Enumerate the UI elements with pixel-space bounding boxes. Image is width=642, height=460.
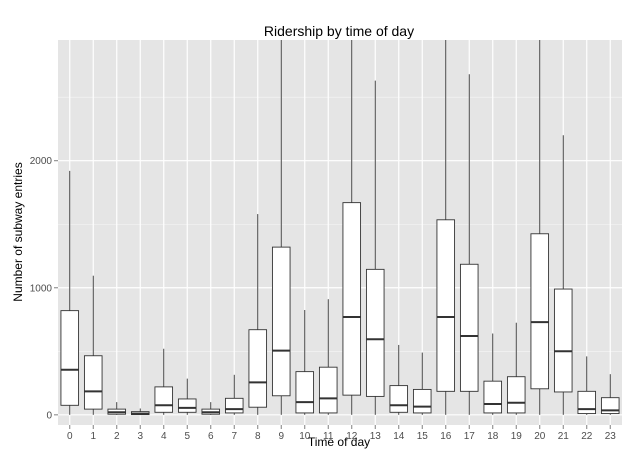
box-11 xyxy=(318,299,338,415)
box-19 xyxy=(506,322,526,415)
box-20 xyxy=(530,40,550,415)
box-23 xyxy=(600,374,620,415)
box-8 xyxy=(248,214,268,415)
x-tick-label: 0 xyxy=(67,431,73,442)
box-iqr xyxy=(342,202,362,396)
box-12 xyxy=(342,40,362,415)
box-17 xyxy=(459,74,479,415)
box-iqr xyxy=(436,219,456,392)
box-1 xyxy=(83,275,103,415)
box-iqr xyxy=(389,385,409,413)
box-iqr xyxy=(83,355,103,410)
x-tick-label: 1 xyxy=(90,431,96,442)
x-axis: 0 1 2 3 4 5 6 7 8 9 10 11 12 13 14 15 16 17 18 19 20 21 22 23 xyxy=(67,425,616,442)
x-tick-label: 10 xyxy=(299,431,311,442)
x-tick-label: 9 xyxy=(278,431,284,442)
x-tick-label: 22 xyxy=(581,431,593,442)
box-iqr xyxy=(318,366,338,414)
box-series xyxy=(60,40,620,416)
x-tick-label: 17 xyxy=(464,431,476,442)
box-22 xyxy=(577,356,597,415)
box-iqr xyxy=(295,371,315,414)
box-iqr xyxy=(60,310,80,406)
box-iqr xyxy=(459,263,479,392)
x-tick-label: 3 xyxy=(137,431,143,442)
box-2 xyxy=(107,402,127,415)
box-4 xyxy=(154,348,174,415)
x-tick-label: 12 xyxy=(346,431,358,442)
box-9 xyxy=(271,40,291,415)
box-iqr xyxy=(530,233,550,390)
x-tick-label: 8 xyxy=(255,431,261,442)
box-iqr xyxy=(177,398,197,413)
box-iqr xyxy=(483,380,503,414)
box-10 xyxy=(295,310,315,415)
plot-background xyxy=(58,40,622,425)
box-3 xyxy=(130,408,150,416)
box-iqr xyxy=(506,376,526,414)
x-tick-label: 2 xyxy=(114,431,120,442)
chart-title: Ridership by time of day xyxy=(264,23,414,39)
x-axis-title: Time of day xyxy=(308,435,370,449)
box-5 xyxy=(177,378,197,415)
x-tick-label: 20 xyxy=(534,431,546,442)
box-iqr xyxy=(154,386,174,413)
x-tick-label: 4 xyxy=(161,431,167,442)
x-tick-label: 11 xyxy=(323,431,334,442)
x-tick-label: 21 xyxy=(558,431,570,442)
box-0 xyxy=(60,170,80,415)
box-iqr xyxy=(553,288,573,393)
x-tick-label: 7 xyxy=(231,431,237,442)
box-iqr xyxy=(365,268,385,397)
x-tick-label: 14 xyxy=(393,431,405,442)
box-15 xyxy=(412,352,432,415)
x-tick-label: 23 xyxy=(605,431,617,442)
y-tick-label: 2000 xyxy=(30,156,53,167)
box-13 xyxy=(365,80,385,415)
box-6 xyxy=(201,402,221,415)
box-16 xyxy=(436,40,456,415)
x-tick-label: 16 xyxy=(440,431,452,442)
box-iqr xyxy=(577,390,597,415)
x-tick-label: 19 xyxy=(511,431,523,442)
x-tick-label: 6 xyxy=(208,431,214,442)
y-axis: 0 1000 2000 xyxy=(30,156,58,421)
x-tick-label: 5 xyxy=(184,431,190,442)
x-tick-label: 15 xyxy=(417,431,429,442)
x-tick-label: 18 xyxy=(487,431,499,442)
box-18 xyxy=(483,333,503,415)
grid-minor-lines xyxy=(58,96,622,352)
box-21 xyxy=(553,135,573,415)
x-tick-label: 13 xyxy=(370,431,382,442)
box-iqr xyxy=(224,397,244,414)
box-7 xyxy=(224,374,244,415)
box-iqr xyxy=(412,388,432,414)
y-tick-label: 0 xyxy=(46,410,52,421)
box-iqr xyxy=(248,329,268,408)
y-axis-title: Number of subway entries xyxy=(11,162,25,301)
box-iqr xyxy=(271,246,291,397)
y-tick-label: 1000 xyxy=(30,283,53,294)
box-14 xyxy=(389,344,409,415)
